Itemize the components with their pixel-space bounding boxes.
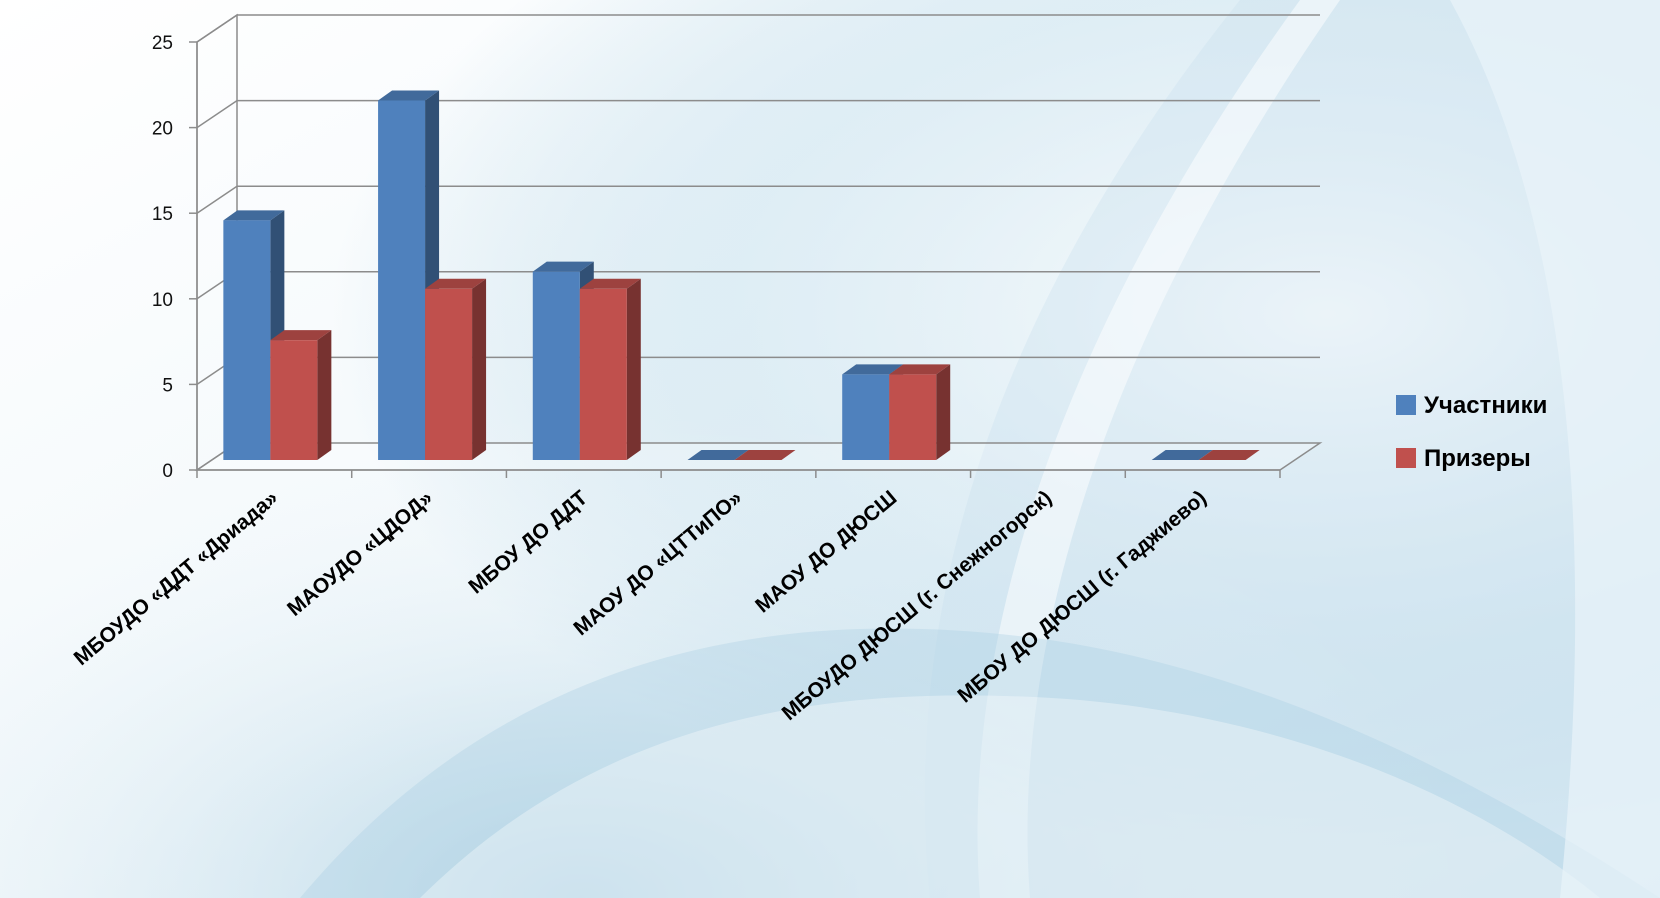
y-tick-label: 10 [152,290,173,311]
bar-winners [425,278,487,460]
bar-participants [1151,450,1213,460]
bar-participants [687,450,749,460]
bar-winners [270,330,332,460]
bar-front [889,374,937,460]
bar-top [687,450,749,460]
bar-winners [734,450,796,460]
gridline [196,185,1320,214]
bar-top [532,261,594,272]
bar-front [378,100,426,460]
bar-front [425,288,473,460]
legend: Участники Призеры [1396,392,1547,472]
bar-winners [1198,450,1260,460]
bar-side [936,364,951,460]
y-tick-label: 0 [162,461,173,482]
legend-swatch [1396,448,1416,468]
bar-front [223,220,271,460]
y-tick-label: 5 [162,375,173,396]
bar-top [579,278,641,289]
bar-front [579,288,627,460]
bar-front [842,374,890,460]
bar-side [317,330,332,460]
gridline [196,99,1320,129]
bar-top [270,330,332,341]
bar-top [1198,450,1260,460]
bar-top [734,450,796,460]
bar-top [223,210,285,221]
bar-top [378,90,440,101]
bar-side [626,278,641,460]
bar-winners [889,364,951,460]
legend-label: Призеры [1424,445,1531,472]
bar-top [1151,450,1213,460]
legend-label: Участники [1424,392,1547,419]
gridline [196,14,1320,43]
bar-top [842,364,904,375]
y-tick-label: 25 [152,33,173,54]
bar-top [889,364,951,375]
bar-top [425,278,487,289]
bar-front [532,271,580,460]
bar-winners [579,278,641,460]
bar-front [270,340,318,460]
y-tick-label: 20 [152,119,173,140]
y-tick-label: 15 [152,204,173,225]
legend-swatch [1396,395,1416,415]
bar-side [472,278,487,460]
